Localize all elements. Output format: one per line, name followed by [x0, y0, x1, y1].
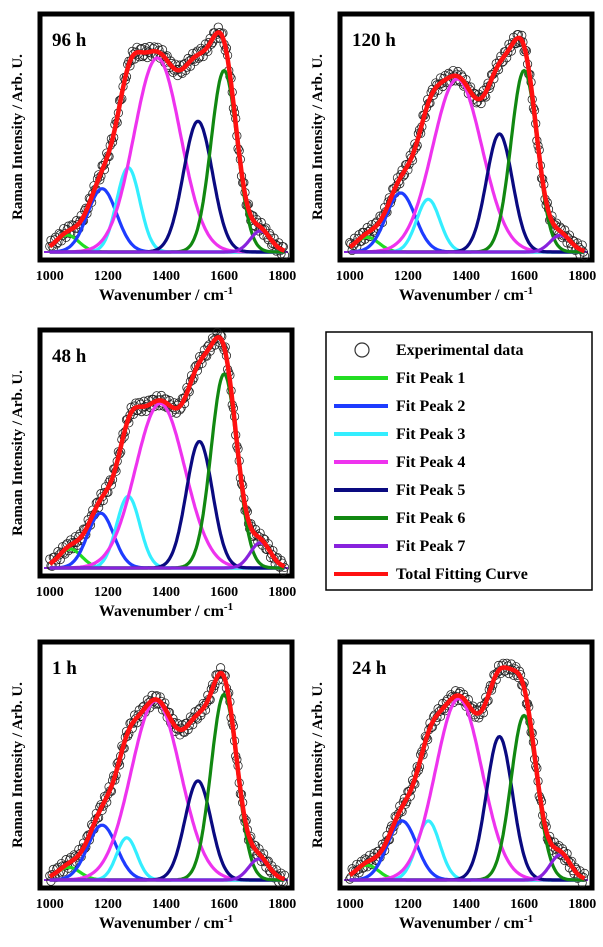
fit-peak-fit-peak-7	[49, 229, 286, 254]
panel-1: 120 h 1000 1200 1400 1600 1800 Wavenumber / cm…	[310, 11, 596, 304]
x-tick-label: 1600	[510, 269, 538, 284]
total-fitting-curve	[48, 30, 286, 253]
data-point	[351, 238, 361, 248]
x-tick-label: 1600	[510, 897, 538, 912]
legend-label: Fit Peak 4	[396, 454, 465, 471]
total-fitting-curve	[348, 665, 586, 881]
x-tick-label: 1400	[152, 585, 180, 600]
data-point	[279, 250, 290, 260]
legend-label: Fit Peak 7	[396, 538, 465, 555]
x-tick-label: 1000	[36, 269, 64, 284]
legend-label: Fit Peak 6	[396, 510, 465, 527]
legend: Experimental data Fit Peak 1 Fit Peak 2 Fit…	[325, 331, 593, 591]
x-tick-label: 1200	[94, 585, 122, 600]
total-fitting-curve	[48, 334, 286, 569]
panel-title: 96 h	[52, 30, 87, 51]
legend-label: Fit Peak 5	[396, 482, 465, 499]
x-axis-label: Wavenumber / cm-1	[399, 913, 533, 932]
fit-peak-fit-peak-7	[49, 541, 286, 570]
x-tick-label: 1000	[36, 897, 64, 912]
fit-peak-fit-peak-7	[349, 853, 586, 882]
y-axis-label: Raman Intensity / Arb. U.	[310, 54, 326, 220]
panel-title: 120 h	[352, 30, 396, 51]
x-tick-label: 1800	[268, 585, 296, 600]
x-tick-label: 1400	[452, 269, 480, 284]
panel-frame	[37, 327, 295, 579]
fit-peak-fit-peak-5	[49, 119, 285, 254]
x-tick-label: 1000	[36, 585, 64, 600]
legend-label: Fit Peak 2	[396, 398, 465, 415]
x-tick-label: 1200	[94, 269, 122, 284]
legend-label: Fit Peak 1	[396, 370, 465, 387]
panel-title: 1 h	[52, 658, 77, 679]
panel-4: 24 h 1000 1200 1400 1600 1800 Wavenumber / cm-…	[310, 639, 596, 932]
x-tick-label: 1800	[268, 897, 296, 912]
x-tick-label: 1200	[394, 269, 422, 284]
panel-frame	[37, 11, 295, 263]
panel-3: 1 h 1000 1200 1400 1600 1800 Wavenumber / cm-1…	[10, 639, 296, 932]
x-axis-label: Wavenumber / cm-1	[99, 285, 233, 304]
total-fitting-curve	[48, 670, 286, 882]
y-axis-label: Raman Intensity / Arb. U.	[10, 54, 26, 220]
x-tick-label: 1800	[268, 269, 296, 284]
data-point	[186, 715, 197, 725]
x-tick-label: 1800	[568, 897, 596, 912]
fit-peak-fit-peak-7	[349, 233, 585, 254]
x-tick-label: 1200	[394, 897, 422, 912]
data-point	[563, 856, 573, 866]
panel-title: 48 h	[52, 346, 87, 367]
panel-frame	[337, 639, 595, 891]
x-tick-label: 1400	[152, 897, 180, 912]
legend-label: Experimental data	[396, 342, 524, 359]
x-tick-label: 1400	[452, 897, 480, 912]
x-tick-label: 1200	[94, 897, 122, 912]
panel-0: 96 h 1000 1200 1400 1600 1800 Wavenumber / cm-…	[10, 11, 296, 304]
total-fitting-curve	[348, 35, 586, 254]
x-tick-label: 1800	[568, 269, 596, 284]
y-axis-label: Raman Intensity / Arb. U.	[10, 682, 26, 848]
x-tick-label: 1000	[336, 269, 364, 284]
panel-frame	[37, 639, 295, 891]
y-axis-label: Raman Intensity / Arb. U.	[310, 682, 326, 848]
legend-label: Fit Peak 3	[396, 426, 465, 443]
data-point	[579, 251, 590, 261]
data-point	[54, 550, 64, 560]
y-axis-label: Raman Intensity / Arb. U.	[10, 370, 26, 536]
x-tick-label: 1600	[210, 269, 238, 284]
panel-2: 48 h 1000 1200 1400 1600 1800 Wavenumber / cm-…	[10, 327, 296, 620]
x-tick-label: 1600	[210, 585, 238, 600]
x-axis-label: Wavenumber / cm-1	[99, 601, 233, 620]
legend-marker	[354, 342, 370, 358]
x-axis-label: Wavenumber / cm-1	[399, 285, 533, 304]
panel-title: 24 h	[352, 658, 387, 679]
legend-label: Total Fitting Curve	[396, 566, 528, 583]
x-axis-label: Wavenumber / cm-1	[99, 913, 233, 932]
fit-peak-fit-peak-5	[349, 132, 585, 254]
x-tick-label: 1600	[210, 897, 238, 912]
x-tick-label: 1400	[152, 269, 180, 284]
fit-peak-fit-peak-7	[49, 857, 285, 882]
panel-frame	[337, 11, 595, 263]
x-tick-label: 1000	[336, 897, 364, 912]
fit-peak-fit-peak-5	[49, 439, 285, 570]
